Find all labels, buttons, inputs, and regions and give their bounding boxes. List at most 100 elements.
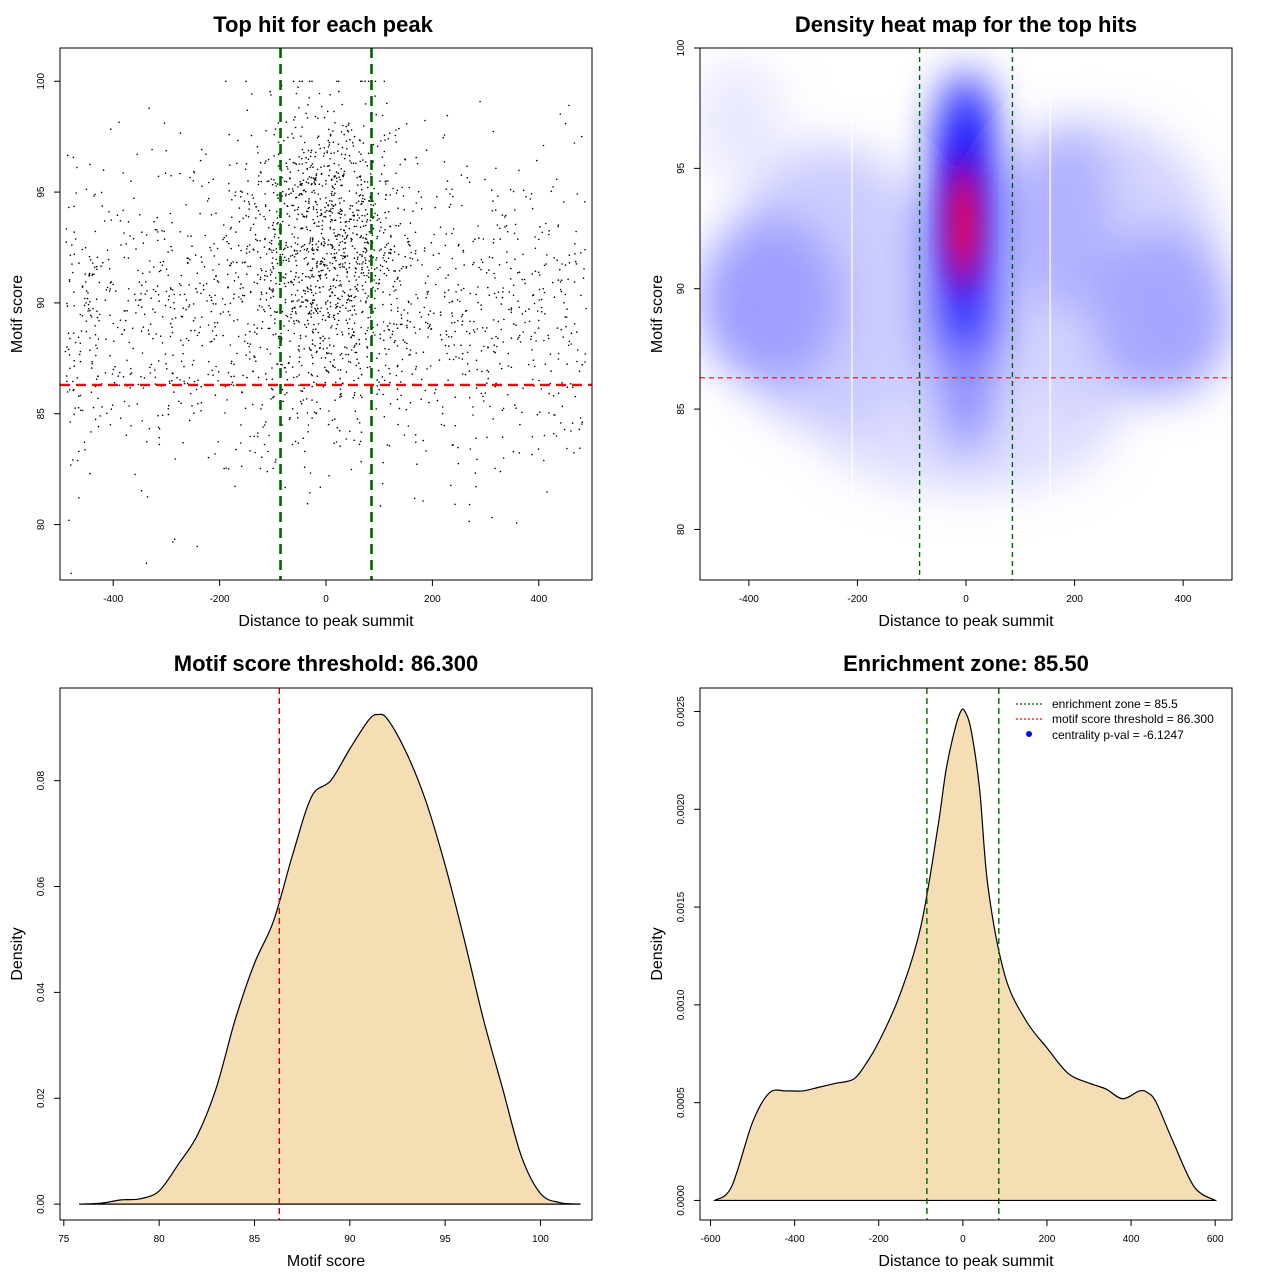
scatter-point xyxy=(320,270,323,272)
scatter-point xyxy=(286,315,289,318)
x-tick-label: 95 xyxy=(440,1234,452,1245)
scatter-point xyxy=(298,299,300,301)
scatter-point xyxy=(481,327,484,329)
scatter-point xyxy=(299,305,301,308)
scatter-point xyxy=(294,184,296,186)
scatter-point xyxy=(135,312,137,314)
scatter-point xyxy=(180,339,182,342)
scatter-point xyxy=(416,259,419,262)
scatter-point xyxy=(360,80,362,83)
scatter-point xyxy=(310,149,313,152)
scatter-point xyxy=(345,140,348,142)
y-tick-label: 90 xyxy=(676,283,687,295)
scatter-point xyxy=(275,251,278,254)
scatter-point xyxy=(370,173,372,175)
scatter-point xyxy=(312,208,315,210)
scatter-point xyxy=(343,238,346,240)
scatter-point xyxy=(566,386,569,389)
scatter-point xyxy=(327,205,330,207)
scatter-point xyxy=(341,263,344,265)
scatter-point xyxy=(390,248,393,251)
scatter-point xyxy=(148,427,151,430)
scatter-point xyxy=(429,323,431,326)
scatter-point xyxy=(125,434,128,437)
scatter-point xyxy=(364,80,366,83)
scatter-point xyxy=(313,323,315,326)
scatter-point xyxy=(207,373,209,376)
scatter-point xyxy=(326,252,328,255)
scatter-point xyxy=(362,200,364,203)
scatter-point xyxy=(355,162,357,165)
scatter-point xyxy=(325,303,327,305)
scatter-point xyxy=(330,353,333,355)
scatter-point xyxy=(326,264,328,267)
scatter-point xyxy=(327,315,330,318)
scatter-point xyxy=(480,304,482,306)
scatter-point xyxy=(165,362,167,365)
scatter-point xyxy=(510,311,513,314)
scatter-point xyxy=(428,325,431,328)
x-axis-label: Motif score xyxy=(287,1253,365,1270)
scatter-point xyxy=(298,356,301,359)
scatter-point xyxy=(246,342,249,345)
scatter-point xyxy=(366,186,369,189)
x-axis: -400 -200 0 200 400 xyxy=(103,580,548,605)
scatter-point xyxy=(377,192,380,195)
scatter-point xyxy=(305,275,307,278)
scatter-point xyxy=(180,360,183,363)
scatter-point xyxy=(378,388,381,391)
scatter-point xyxy=(360,460,363,463)
scatter-point xyxy=(230,360,233,363)
scatter-point xyxy=(507,394,509,396)
scatter-point xyxy=(228,190,231,192)
scatter-point xyxy=(543,291,546,294)
scatter-point xyxy=(305,181,308,183)
scatter-point xyxy=(512,323,515,325)
scatter-point xyxy=(386,102,388,105)
scatter-point xyxy=(171,326,173,329)
scatter-point xyxy=(338,249,340,251)
scatter-point xyxy=(345,125,348,128)
scatter-point xyxy=(210,214,213,216)
scatter-point xyxy=(564,316,566,318)
scatter-point xyxy=(441,412,444,415)
scatter-point xyxy=(468,396,471,399)
scatter-point xyxy=(353,275,356,277)
scatter-point xyxy=(365,221,368,223)
scatter-point xyxy=(276,223,278,225)
scatter-point xyxy=(70,572,72,575)
scatter-point xyxy=(147,329,150,332)
scatter-point xyxy=(579,417,582,419)
chart-title: Density heat map for the top hits xyxy=(795,12,1137,37)
scatter-point xyxy=(536,413,539,416)
scatter-point xyxy=(216,280,219,282)
scatter-point xyxy=(536,159,538,162)
scatter-point xyxy=(355,364,358,367)
scatter-point xyxy=(549,353,552,356)
scatter-point xyxy=(315,173,318,175)
scatter-point xyxy=(468,332,471,335)
scatter-point xyxy=(374,212,376,215)
scatter-point xyxy=(518,271,521,274)
scatter-point xyxy=(281,364,284,366)
scatter-point xyxy=(377,287,379,290)
scatter-point xyxy=(113,381,116,384)
scatter-point xyxy=(389,336,392,339)
scatter-point xyxy=(307,431,309,433)
scatter-point xyxy=(202,288,205,291)
scatter-point xyxy=(374,290,377,292)
scatter-point xyxy=(149,366,151,369)
scatter-point xyxy=(433,312,435,315)
y-axis-label: Motif score xyxy=(649,275,666,353)
scatter-point xyxy=(152,308,154,311)
scatter-point xyxy=(142,242,145,244)
scatter-point xyxy=(183,293,186,296)
scatter-point xyxy=(329,287,332,290)
scatter-point xyxy=(381,376,384,378)
scatter-point xyxy=(568,262,571,264)
scatter-point xyxy=(143,377,146,379)
scatter-point xyxy=(576,349,579,351)
scatter-point xyxy=(257,273,259,276)
scatter-point xyxy=(398,407,401,410)
scatter-point xyxy=(227,310,230,313)
